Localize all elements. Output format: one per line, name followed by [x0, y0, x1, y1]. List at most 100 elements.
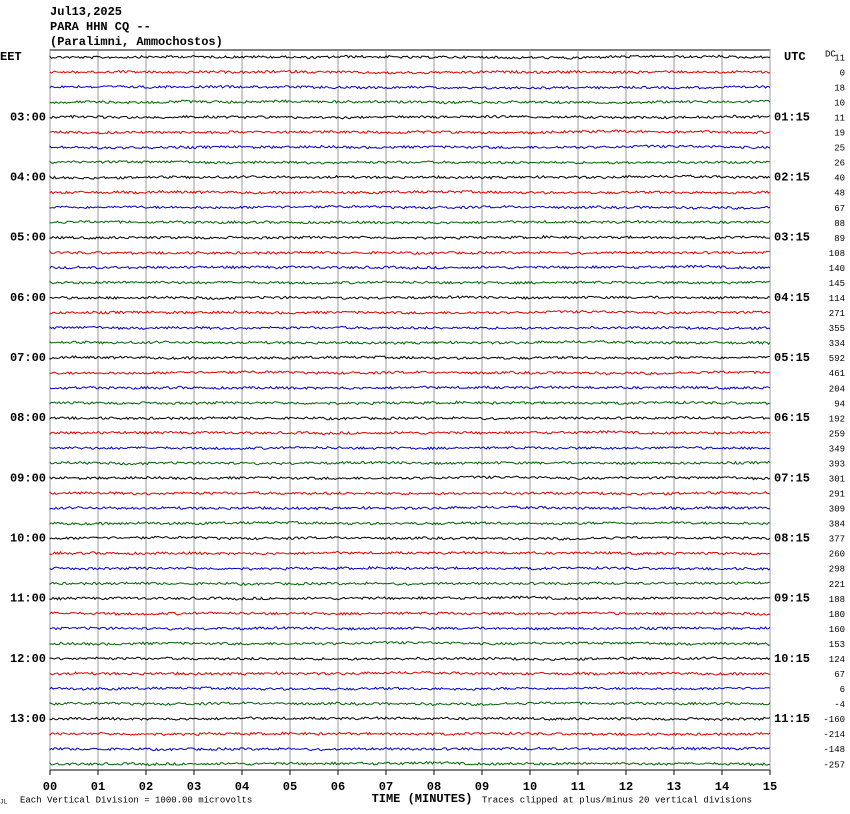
dc-value: 204: [829, 384, 845, 394]
dc-value: -148: [823, 745, 845, 755]
dc-value: 355: [829, 324, 845, 334]
dc-value: 377: [829, 535, 845, 545]
left-time-label: 07:00: [10, 351, 46, 365]
dc-value: 67: [834, 670, 845, 680]
x-tick-label: 04: [235, 780, 249, 794]
right-time-label: 07:15: [774, 471, 810, 485]
trace: [49, 491, 771, 496]
left-zone: EET: [0, 50, 22, 64]
trace: [49, 54, 771, 60]
dc-value: 18: [834, 83, 845, 93]
dc-value: 188: [829, 595, 845, 605]
x-tick-label: 13: [667, 780, 681, 794]
right-time-label: 08:15: [774, 531, 810, 545]
clip-note: Traces clipped at plus/minus 20 vertical…: [482, 795, 752, 805]
left-time-label: 06:00: [10, 291, 46, 305]
x-tick-label: 15: [763, 780, 777, 794]
dc-value: 349: [829, 444, 845, 454]
left-time-label: 08:00: [10, 411, 46, 425]
left-time-label: 09:00: [10, 471, 46, 485]
trace: [49, 280, 771, 286]
left-time-label: 04:00: [10, 170, 46, 184]
x-tick-label: 10: [523, 780, 537, 794]
x-axis-title: TIME (MINUTES): [372, 792, 473, 806]
scale-note: Each Vertical Division = 1000.00 microvo…: [20, 795, 252, 805]
dc-value: 11: [834, 53, 845, 63]
trace: [49, 189, 771, 195]
trace: [49, 219, 771, 225]
dc-value: 592: [829, 354, 845, 364]
dc-value: 180: [829, 610, 845, 620]
trace: [49, 746, 771, 752]
dc-title: DC: [825, 49, 836, 59]
trace: [49, 234, 770, 240]
x-tick-label: 05: [283, 780, 297, 794]
trace: [49, 670, 771, 676]
x-tick-label: 03: [187, 780, 201, 794]
x-tick-label: 08: [427, 780, 441, 794]
trace: [49, 370, 770, 376]
dc-value: 10: [834, 98, 845, 108]
left-time-label: 05:00: [10, 231, 46, 245]
right-time-label: 02:15: [774, 170, 810, 184]
dc-value: 259: [829, 429, 845, 439]
trace: [49, 400, 771, 406]
dc-value: -4: [834, 700, 845, 710]
dc-value: 298: [829, 565, 845, 575]
dc-value: 221: [829, 580, 845, 590]
trace: [49, 460, 771, 466]
station: PARA HHN CQ --: [50, 20, 151, 34]
dc-value: 40: [834, 174, 845, 184]
trace: [49, 640, 771, 646]
trace: [49, 99, 771, 105]
trace: [49, 69, 771, 75]
dc-value: 0: [840, 68, 845, 78]
dc-value: 393: [829, 459, 845, 469]
left-time-label: 03:00: [10, 110, 46, 124]
trace: [49, 144, 771, 150]
right-time-label: 10:15: [774, 652, 810, 666]
x-tick-label: 01: [91, 780, 105, 794]
dc-value: 140: [829, 264, 845, 274]
trace: [49, 731, 771, 737]
dc-value: 301: [829, 474, 845, 484]
dc-value: 160: [829, 625, 845, 635]
dc-value: 291: [829, 490, 845, 500]
dc-value: 19: [834, 129, 845, 139]
trace: [49, 505, 771, 511]
dc-value: 153: [829, 640, 845, 650]
dc-value: 26: [834, 159, 845, 169]
trace: [49, 686, 771, 691]
trace: [49, 656, 771, 661]
right-zone: UTC: [784, 50, 806, 64]
left-time-label: 13:00: [10, 712, 46, 726]
trace: [49, 430, 771, 436]
dc-value: 334: [829, 339, 845, 349]
dc-value: -160: [823, 715, 845, 725]
trace: [49, 295, 771, 300]
trace: [49, 249, 771, 256]
x-tick-label: 02: [139, 780, 153, 794]
dc-value: -257: [823, 760, 845, 770]
x-tick-label: 07: [379, 780, 393, 794]
trace: [49, 309, 771, 315]
location: (Paralimni, Ammochostos): [50, 35, 223, 49]
dc-value: 114: [829, 294, 845, 304]
dc-value: 384: [829, 520, 845, 530]
x-tick-label: 12: [619, 780, 633, 794]
trace: [49, 626, 771, 631]
trace: [49, 129, 771, 135]
dc-value: 124: [829, 655, 845, 665]
dc-value: 192: [829, 414, 845, 424]
right-time-label: 04:15: [774, 291, 810, 305]
left-time-label: 10:00: [10, 531, 46, 545]
trace: [49, 385, 771, 390]
dc-value: 11: [834, 114, 845, 124]
dc-value: 260: [829, 550, 845, 560]
dc-value: 461: [829, 369, 845, 379]
dc-value: 48: [834, 189, 845, 199]
trace: [49, 535, 771, 541]
dc-value: 108: [829, 249, 845, 259]
dc-value: 88: [834, 219, 845, 229]
